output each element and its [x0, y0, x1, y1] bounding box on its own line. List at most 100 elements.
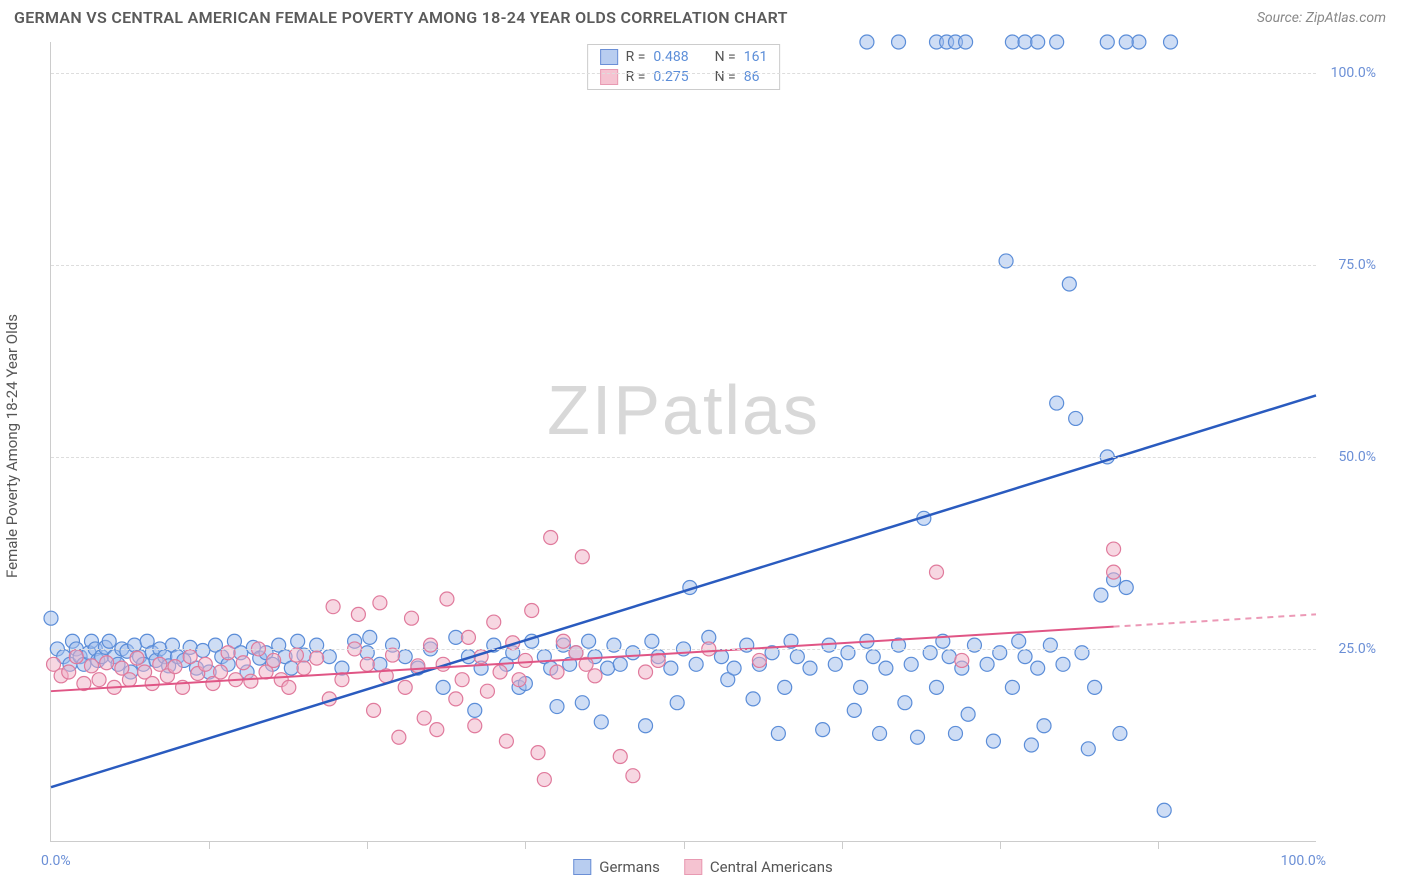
data-point [911, 730, 925, 744]
data-point [1113, 726, 1127, 740]
data-point [168, 660, 182, 674]
data-point [980, 657, 994, 671]
correlation-legend-row: R = 0.275 N = 86 [588, 67, 780, 87]
data-point [436, 680, 450, 694]
data-point [575, 550, 589, 564]
data-point [411, 659, 425, 673]
data-point [1100, 35, 1114, 49]
data-point [183, 650, 197, 664]
data-point [626, 646, 640, 660]
data-point [828, 657, 842, 671]
n-label: N = [715, 49, 736, 65]
chart-container: ZIPatlas 0.0% 100.0% R = 0.488 N = 161 R… [50, 42, 1386, 842]
data-point [398, 680, 412, 694]
data-point [879, 661, 893, 675]
data-point [512, 673, 526, 687]
data-point [449, 692, 463, 706]
data-point [531, 746, 545, 760]
data-point [284, 661, 298, 675]
correlation-legend-row: R = 0.488 N = 161 [588, 47, 780, 67]
data-point [430, 723, 444, 737]
data-point [1018, 35, 1032, 49]
data-point [613, 657, 627, 671]
data-point [999, 254, 1013, 268]
data-point [961, 707, 975, 721]
data-point [550, 665, 564, 679]
data-point [326, 600, 340, 614]
data-point [986, 734, 1000, 748]
data-point [959, 35, 973, 49]
data-point [1107, 542, 1121, 556]
data-point [727, 661, 741, 675]
data-point [854, 680, 868, 694]
data-point [310, 651, 324, 665]
data-point [993, 646, 1007, 660]
data-point [892, 35, 906, 49]
series-legend: Germans Central Americans [573, 858, 832, 876]
data-point [417, 711, 431, 725]
data-point [145, 677, 159, 691]
data-point [967, 638, 981, 652]
data-point [1050, 396, 1064, 410]
data-point [267, 653, 281, 667]
data-point [778, 680, 792, 694]
source-attribution: Source: ZipAtlas.com [1257, 10, 1386, 26]
data-point [645, 634, 659, 648]
data-point [92, 673, 106, 687]
data-point [664, 661, 678, 675]
data-point [122, 673, 136, 687]
y-axis-title: Female Poverty Among 18-24 Year Olds [3, 314, 21, 578]
data-point [582, 634, 596, 648]
legend-swatch [600, 49, 618, 65]
data-point [841, 646, 855, 660]
data-point [360, 657, 374, 671]
data-point [1031, 661, 1045, 675]
x-axis-max-label: 100.0% [1281, 853, 1326, 869]
x-tick [525, 841, 526, 849]
data-point [613, 749, 627, 763]
data-point [607, 638, 621, 652]
y-tick-label: 100.0% [1331, 65, 1376, 81]
data-point [455, 673, 469, 687]
data-point [480, 684, 494, 698]
data-point [569, 646, 583, 660]
plot-area: ZIPatlas 0.0% 100.0% R = 0.488 N = 161 R… [50, 42, 1316, 842]
data-point [537, 773, 551, 787]
data-point [525, 604, 539, 618]
data-point [1031, 35, 1045, 49]
data-point [214, 665, 228, 679]
chart-title: GERMAN VS CENTRAL AMERICAN FEMALE POVERT… [14, 8, 788, 27]
data-point [866, 650, 880, 664]
x-tick [842, 841, 843, 849]
series-legend-item: Central Americans [684, 858, 833, 876]
data-point [130, 651, 144, 665]
data-point [1075, 646, 1089, 660]
data-point [1157, 803, 1171, 817]
data-point [594, 715, 608, 729]
data-point [771, 726, 785, 740]
data-point [575, 696, 589, 710]
data-point [398, 650, 412, 664]
data-point [670, 696, 684, 710]
y-tick-label: 50.0% [1338, 449, 1376, 465]
data-point [955, 653, 969, 667]
r-value: 0.275 [653, 69, 688, 85]
data-point [904, 657, 918, 671]
data-point [873, 726, 887, 740]
data-point [1005, 35, 1019, 49]
data-point [1056, 657, 1070, 671]
data-point [1043, 638, 1057, 652]
data-point [898, 696, 912, 710]
data-point [518, 653, 532, 667]
data-point [1005, 680, 1019, 694]
data-point [1018, 650, 1032, 664]
data-point [1132, 35, 1146, 49]
data-point [367, 703, 381, 717]
data-point [363, 630, 377, 644]
x-tick [209, 841, 210, 849]
data-point [550, 700, 564, 714]
data-point [1050, 35, 1064, 49]
gridline [51, 457, 1316, 458]
data-point [1069, 411, 1083, 425]
x-tick [1000, 841, 1001, 849]
